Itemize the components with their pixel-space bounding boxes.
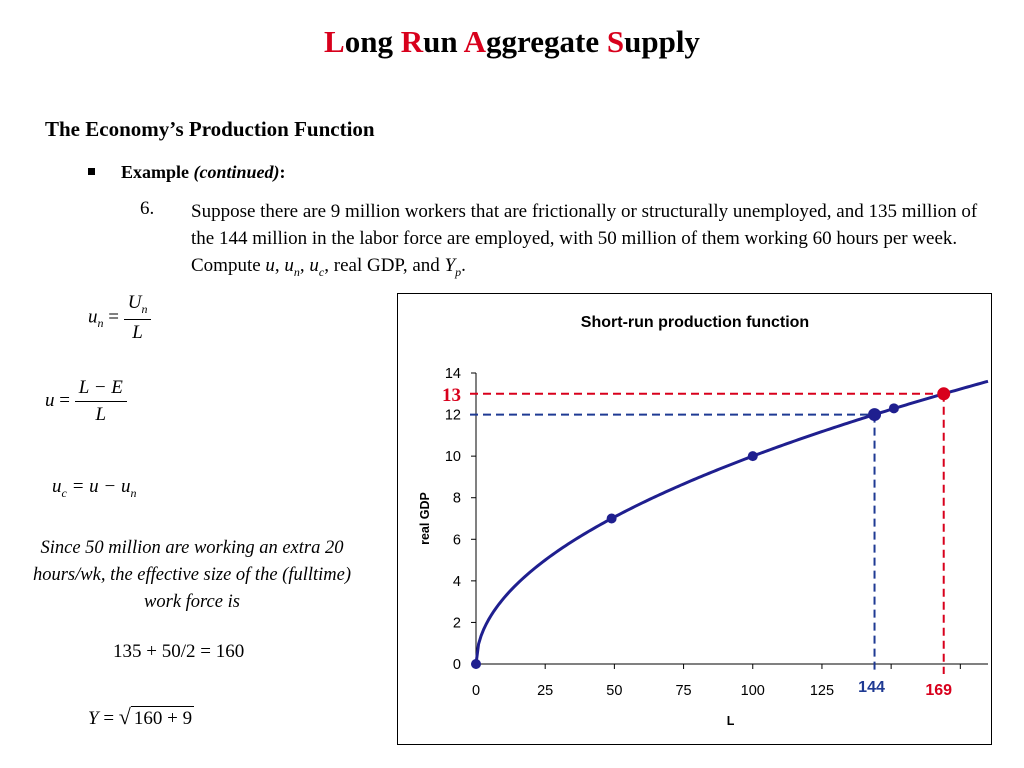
data-point — [606, 513, 617, 524]
formula-y-eq: = — [98, 708, 119, 729]
title-part: L — [324, 24, 345, 59]
var-un-base: u — [284, 255, 294, 276]
formula-un-fraction: Un L — [123, 292, 152, 344]
var-yp-base: Y — [444, 255, 456, 276]
formula-uc-lhs: u — [52, 476, 62, 497]
separator: , real GDP, and — [324, 255, 445, 276]
formula-un-eq: = — [103, 306, 124, 328]
y-annotation-13: 13 — [442, 385, 461, 406]
formula-un-num-base: U — [127, 292, 142, 313]
title-part: S — [606, 24, 625, 59]
formula-un-lhs-sub: n — [97, 316, 104, 331]
formula-u-fraction: L − E L — [74, 377, 127, 426]
production-function-chart: Short-run production function real GDP L… — [397, 293, 992, 745]
formula-natural-rate: un = Un L — [88, 292, 152, 344]
formula-cyclical-rate: uc = u − un — [52, 476, 136, 501]
effective-workforce-note: Since 50 million are working an extra 20… — [32, 538, 351, 612]
y-axis-label: real GDP — [418, 492, 432, 545]
formula-un-num-sub: n — [141, 301, 148, 316]
data-point — [471, 659, 481, 669]
title-part: un — [423, 24, 464, 59]
data-point — [868, 408, 882, 422]
data-point — [888, 403, 899, 414]
var-u: u — [265, 255, 275, 276]
var-un: un — [284, 255, 300, 279]
x-tick-label: 50 — [606, 683, 622, 699]
x-tick-label: 100 — [741, 683, 765, 699]
title-part: A — [463, 24, 487, 59]
formula-unemployment-rate: u = L − E L — [45, 377, 127, 426]
bullet-example: Example (continued): — [88, 162, 286, 183]
y-tick-label: 10 — [445, 449, 461, 465]
item-number: 6. — [140, 198, 155, 219]
y-tick-label: 12 — [445, 408, 461, 424]
y-tick-label: 8 — [453, 491, 461, 507]
formula-y-lhs: Y — [88, 708, 99, 729]
square-bullet-icon — [88, 168, 95, 175]
y-tick-label: 4 — [453, 574, 461, 590]
y-tick-label: 0 — [453, 657, 461, 673]
bullet-continued: (continued) — [193, 162, 280, 182]
x-axis-label: L — [727, 714, 735, 728]
formula-uc-lhs-sub: c — [61, 485, 67, 500]
sqrt-icon: √ — [118, 704, 131, 729]
title-part: ggregate — [486, 24, 607, 59]
effective-workforce-calc: 135 + 50/2 = 160 — [113, 641, 245, 662]
x-tick-label: 75 — [675, 683, 691, 699]
var-un-sub: n — [293, 264, 300, 279]
x-annotation-169: 169 — [925, 682, 952, 699]
formula-un-numerator: Un — [123, 292, 152, 320]
item-text-plain: Suppose there are 9 million workers that… — [191, 201, 978, 276]
formula-u-denominator: L — [95, 404, 107, 425]
var-uc-sub: c — [318, 264, 325, 279]
chart-title: Short-run production function — [581, 314, 809, 331]
y-tick-label: 6 — [453, 532, 461, 548]
separator: , — [299, 255, 310, 276]
bullet-colon: : — [279, 162, 286, 182]
slide-title: Long Run Aggregate Supply — [0, 24, 1024, 60]
title-part: upply — [624, 24, 700, 59]
x-tick-label: 125 — [810, 683, 834, 699]
var-uc-base: u — [309, 255, 319, 276]
var-yp-sub: p — [455, 264, 462, 279]
separator: , — [274, 255, 285, 276]
production-curve — [474, 379, 989, 665]
formula-un-lhs: u — [88, 306, 98, 328]
formula-y-radicand: 160 + 9 — [130, 706, 195, 729]
section-heading: The Economy’s Production Function — [45, 117, 375, 141]
var-yp: Yp — [444, 255, 462, 279]
bullet-label: Example — [121, 162, 194, 182]
y-tick-label: 2 — [453, 615, 461, 631]
data-point-red — [937, 387, 951, 401]
formula-uc-rhs-sub: n — [130, 485, 137, 500]
formula-real-gdp: Y = √ 160 + 9 — [88, 704, 195, 730]
var-uc: uc — [309, 255, 325, 279]
period: . — [461, 255, 466, 276]
formula-u-numerator: L − E — [74, 377, 127, 402]
formula-u-lhs: u — [45, 389, 55, 411]
x-tick-label: 0 — [472, 683, 480, 699]
formula-u-eq: = — [54, 389, 75, 411]
x-tick-label: 25 — [537, 683, 553, 699]
x-annotation-144: 144 — [858, 679, 885, 696]
formula-un-denominator: L — [132, 321, 143, 343]
formula-uc-rhs: = u − u — [66, 476, 131, 497]
chart-svg: Short-run production function real GDP L… — [418, 314, 989, 728]
title-part: R — [400, 24, 424, 59]
y-tick-label: 14 — [445, 366, 461, 382]
data-point — [747, 451, 758, 462]
title-part: ong — [344, 24, 401, 59]
item-text: Suppose there are 9 million workers that… — [191, 198, 991, 286]
